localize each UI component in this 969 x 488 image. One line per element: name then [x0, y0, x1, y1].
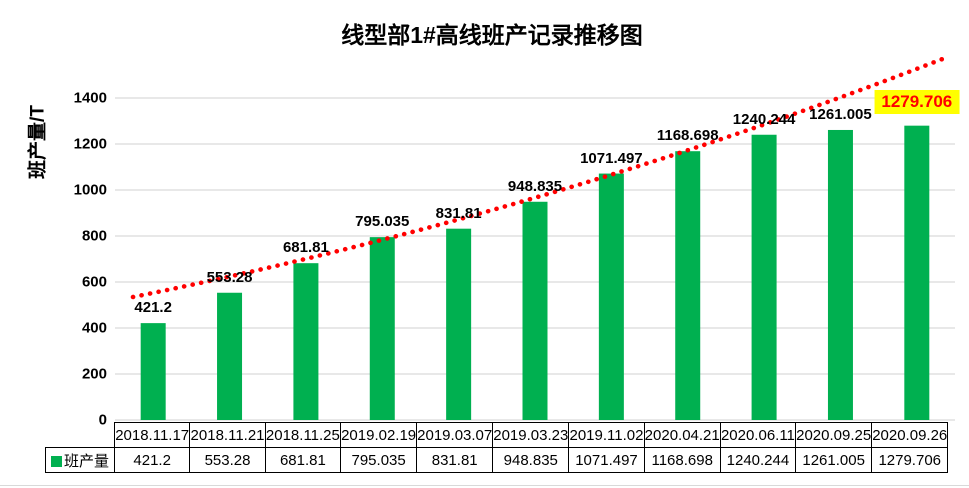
table-value-cell: 1168.698	[643, 447, 721, 473]
table-date-cell: 2020.09.26	[871, 422, 949, 448]
table-date-cell: 2019.02.19	[340, 422, 418, 448]
bar-2020.09.25	[827, 129, 853, 420]
table-value-cell: 948.835	[492, 447, 570, 473]
bar-data-label-2019.03.23: 948.835	[507, 177, 563, 195]
trendline-dotted	[130, 55, 948, 300]
table-corner-empty	[46, 423, 115, 448]
y-tick-label-0: 0	[98, 411, 107, 429]
table-value-cell: 553.28	[189, 447, 266, 473]
table-value-cell: 1240.244	[719, 447, 797, 473]
table-date-cell: 2019.03.23	[492, 422, 570, 448]
table-value-cell: 831.81	[416, 447, 494, 473]
bar-2020.06.11	[751, 134, 777, 420]
y-tick-label-1000: 1000	[73, 181, 107, 199]
legend-swatch-icon	[50, 455, 62, 467]
bar-2020.09.26	[904, 125, 930, 421]
table-row-dates: 2018.11.17 2018.11.21 2018.11.25 2019.02.19…	[46, 422, 949, 448]
table-date-cell: 2018.11.17	[113, 422, 191, 448]
bar-data-label-2019.02.19: 795.035	[355, 213, 410, 231]
y-tick-label-600: 600	[81, 273, 107, 291]
bar-data-label-2020.06.11: 1240.244	[732, 110, 796, 128]
bar-2019.11.02	[598, 173, 624, 420]
table-date-cell: 2020.04.21	[643, 422, 721, 448]
bar-2019.03.07	[446, 228, 472, 420]
bar-2019.02.19	[369, 237, 395, 420]
bar-2018.11.17	[140, 323, 166, 420]
table-date-cell: 2019.03.07	[416, 422, 494, 448]
table-date-cell: 2018.11.21	[189, 422, 266, 448]
screenshot-bottom-edge	[0, 485, 969, 486]
legend-label: 班产量	[63, 452, 109, 470]
table-date-cell: 2019.11.02	[568, 422, 645, 448]
table-date-cell: 2020.06.11	[719, 422, 797, 448]
bar-data-label-2018.11.17: 421.2	[134, 299, 172, 317]
y-tick-label-800: 800	[81, 227, 107, 245]
y-tick-label-200: 200	[81, 365, 107, 383]
legend-cell: 班产量	[45, 447, 115, 473]
bar-2019.03.23	[522, 201, 548, 420]
bar-data-label-2019.11.02: 1071.497	[580, 149, 643, 167]
y-tick-label-400: 400	[81, 319, 107, 337]
bar-data-label-2020.04.21: 1168.698	[656, 127, 719, 145]
bar-2018.11.25	[293, 263, 319, 420]
table-value-cell: 421.2	[113, 447, 191, 473]
table-value-cell: 1071.497	[568, 447, 645, 473]
bar-data-label-2019.03.07: 831.81	[435, 204, 482, 222]
bar-data-label-2020.09.26: 1279.706	[874, 89, 960, 114]
bar-data-label-2018.11.25: 681.81	[282, 239, 329, 257]
table-date-cell: 2018.11.25	[264, 422, 342, 448]
y-tick-label-1200: 1200	[73, 135, 107, 153]
table-value-cell: 795.035	[340, 447, 418, 473]
table-value-cell: 681.81	[264, 447, 342, 473]
bar-data-label-2020.09.25: 1261.005	[809, 105, 872, 123]
table-row-values: 班产量 421.2 553.28 681.81 795.035 831.81 948.835…	[45, 447, 949, 473]
y-tick-label-1400: 1400	[73, 89, 107, 107]
bar-2018.11.21	[217, 292, 243, 420]
bar-2020.04.21	[675, 151, 701, 420]
table-value-cell: 1261.005	[795, 447, 873, 473]
bar-data-label-2018.11.21: 553.28	[206, 268, 253, 286]
chart-title: 线型部1#高线班产记录推移图	[341, 22, 643, 48]
table-value-cell: 1279.706	[871, 447, 949, 473]
table-date-cell: 2020.09.25	[795, 422, 873, 448]
data-table: 2018.11.17 2018.11.21 2018.11.25 2019.02.19…	[45, 422, 949, 473]
